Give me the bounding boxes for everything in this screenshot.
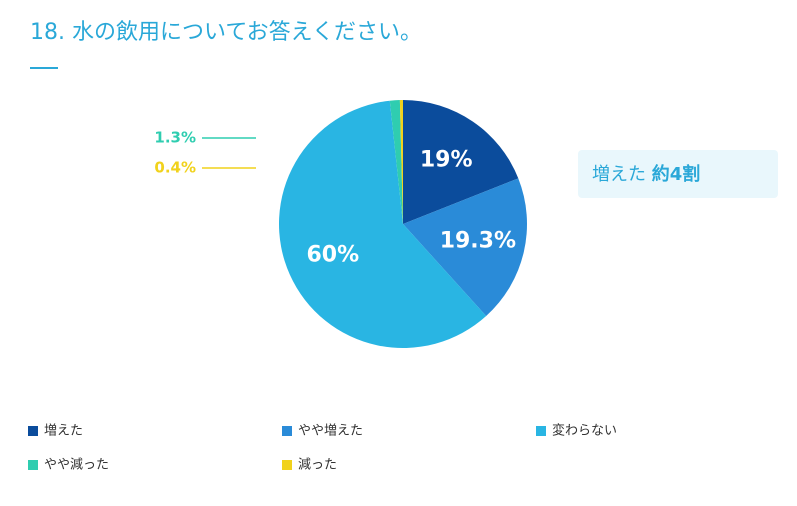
data-label: 19.3% bbox=[440, 228, 516, 253]
pie-slice bbox=[403, 100, 519, 224]
legend-label: 変わらない bbox=[552, 423, 617, 439]
legend-swatch bbox=[536, 426, 546, 436]
legend-label: 減った bbox=[298, 457, 337, 473]
legend-label: 増えた bbox=[44, 424, 83, 439]
data-label: 60% bbox=[306, 242, 359, 267]
legend-label: やや増えた bbox=[298, 424, 363, 439]
pie-slice bbox=[399, 100, 403, 224]
pie-slice bbox=[403, 178, 527, 316]
annotation-box bbox=[578, 150, 778, 198]
pie-slice bbox=[278, 100, 487, 349]
annotation-text: 増えた bbox=[592, 164, 646, 185]
legend-swatch bbox=[282, 460, 292, 470]
legend-swatch bbox=[28, 460, 38, 470]
data-label: 19% bbox=[420, 147, 473, 172]
legend-swatch bbox=[282, 426, 292, 436]
legend-swatch bbox=[28, 426, 38, 436]
legend-label: やや減った bbox=[44, 457, 109, 473]
data-label: 1.3% bbox=[154, 129, 196, 147]
chart-title: 18. 水の飲用についてお答えください。 bbox=[30, 20, 422, 45]
annotation-emphasis: 約4割 bbox=[652, 163, 701, 185]
pie-slice bbox=[389, 100, 403, 224]
annotation: 増えた 約4割 bbox=[592, 163, 700, 185]
data-label: 0.4% bbox=[154, 159, 196, 177]
